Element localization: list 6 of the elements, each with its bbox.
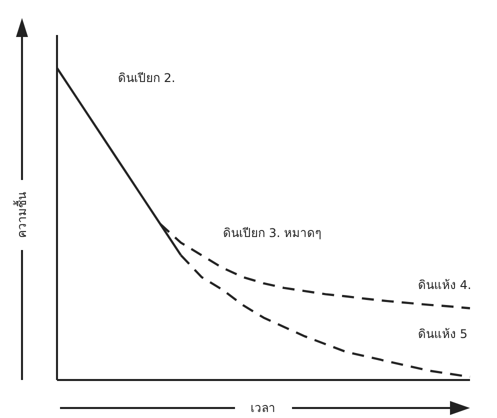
annotation: ดินเปียก 3. หมาดๆ: [223, 226, 322, 240]
x-axis-title: เวลา: [250, 401, 276, 415]
annotation: ดินแห้ง 5: [418, 327, 468, 341]
annotation: ดินแห้ง 4.: [418, 278, 472, 292]
y-axis-title: ความชื้น: [13, 192, 29, 238]
annotation: ดินเปียก 2.: [118, 71, 176, 85]
